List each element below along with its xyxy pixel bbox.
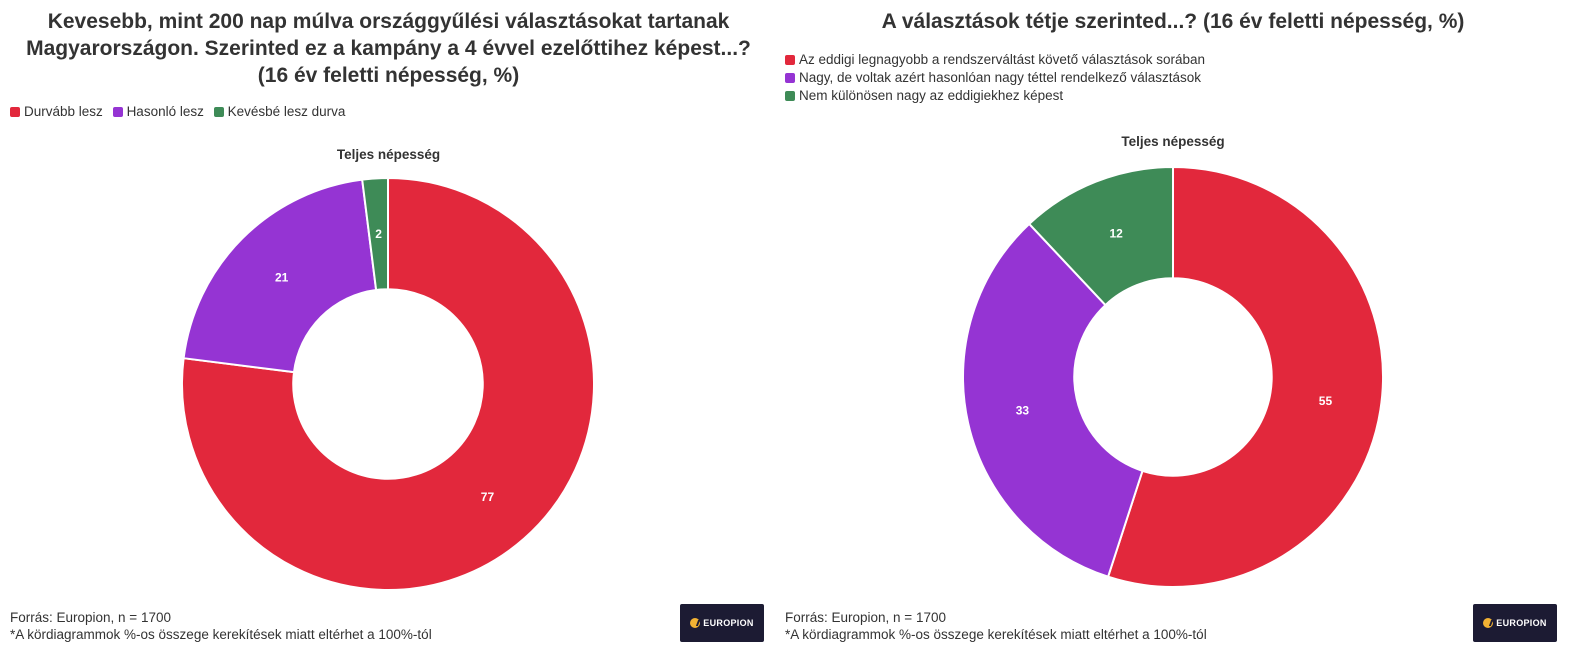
legend-swatch xyxy=(785,90,795,101)
europion-logo: EUROPION xyxy=(680,604,764,642)
donut-slice[interactable] xyxy=(361,177,389,291)
slice-value-label: 21 xyxy=(275,271,289,285)
chart-subtitle: Teljes népesség xyxy=(336,147,441,162)
logo-text: EUROPION xyxy=(1496,618,1547,628)
legend-swatch xyxy=(112,106,123,117)
europion-logo-icon xyxy=(1483,618,1494,628)
europion-logo: EUROPION xyxy=(1473,604,1557,642)
donut-chart: 77 21 2 xyxy=(181,177,595,591)
legend-item[interactable]: Nem különösen nagy az eddigiekhez képest xyxy=(785,88,1205,103)
donut-slice[interactable] xyxy=(181,177,595,591)
chart-subtitle: Teljes népesség xyxy=(1121,134,1225,149)
slice-value-label: 77 xyxy=(481,490,495,504)
legend-swatch xyxy=(785,54,795,65)
legend-label: Durvább lesz xyxy=(24,104,103,119)
slice-value-label: 55 xyxy=(1319,394,1333,408)
chart-title: A választások tétje szerinted...? (16 év… xyxy=(881,10,1465,33)
legend-label: Az eddigi legnagyobb a rendszerváltást k… xyxy=(799,52,1205,67)
legend-item[interactable]: Az eddigi legnagyobb a rendszerváltást k… xyxy=(785,52,1205,67)
chart-panel-left: Kevesebb, mint 200 nap múlva országgyűlé… xyxy=(0,0,777,657)
donut-chart: 55 33 12 xyxy=(962,166,1384,588)
legend: Az eddigi legnagyobb a rendszerváltást k… xyxy=(785,52,1211,106)
chart-title: Kevesebb, mint 200 nap múlva országgyűlé… xyxy=(26,10,751,87)
source-note: Forrás: Europion, n = 1700 xyxy=(10,610,171,625)
legend-swatch xyxy=(785,72,795,83)
footer: Forrás: Europion, n = 1700 *A kördiagram… xyxy=(785,609,1207,643)
legend-item[interactable]: Nagy, de voltak azért hasonlóan nagy tét… xyxy=(785,70,1205,85)
logo-text: EUROPION xyxy=(703,618,754,628)
legend-label: Kevésbé lesz durva xyxy=(227,104,346,119)
legend-label: Nem különösen nagy az eddigiekhez képest xyxy=(799,88,1064,103)
europion-logo-icon xyxy=(690,618,701,628)
legend-item[interactable]: Hasonló lesz xyxy=(112,104,204,119)
slice-value-label: 12 xyxy=(1110,226,1124,240)
donut-slice[interactable] xyxy=(1028,166,1174,307)
legend-item[interactable]: Durvább lesz xyxy=(10,104,103,119)
slice-value-label: 33 xyxy=(1016,404,1030,418)
donut-slice[interactable] xyxy=(1107,166,1384,588)
legend-label: Nagy, de voltak azért hasonlóan nagy tét… xyxy=(799,70,1201,85)
legend-label: Hasonló lesz xyxy=(126,104,204,119)
legend: Durvább lesz Hasonló lesz Kevésbé lesz d… xyxy=(10,104,351,120)
rounding-note: *A kördiagrammok %-os összege kerekítése… xyxy=(10,627,432,642)
legend-swatch xyxy=(213,106,224,117)
slice-value-label: 2 xyxy=(375,227,382,241)
footer: Forrás: Europion, n = 1700 *A kördiagram… xyxy=(10,609,432,643)
donut-slice[interactable] xyxy=(962,222,1144,578)
rounding-note: *A kördiagrammok %-os összege kerekítése… xyxy=(785,627,1207,642)
legend-swatch xyxy=(10,106,20,117)
chart-panel-right: A választások tétje szerinted...? (16 év… xyxy=(777,0,1569,657)
donut-slice[interactable] xyxy=(182,178,378,374)
legend-item[interactable]: Kevésbé lesz durva xyxy=(213,104,346,119)
source-note: Forrás: Europion, n = 1700 xyxy=(785,610,946,625)
